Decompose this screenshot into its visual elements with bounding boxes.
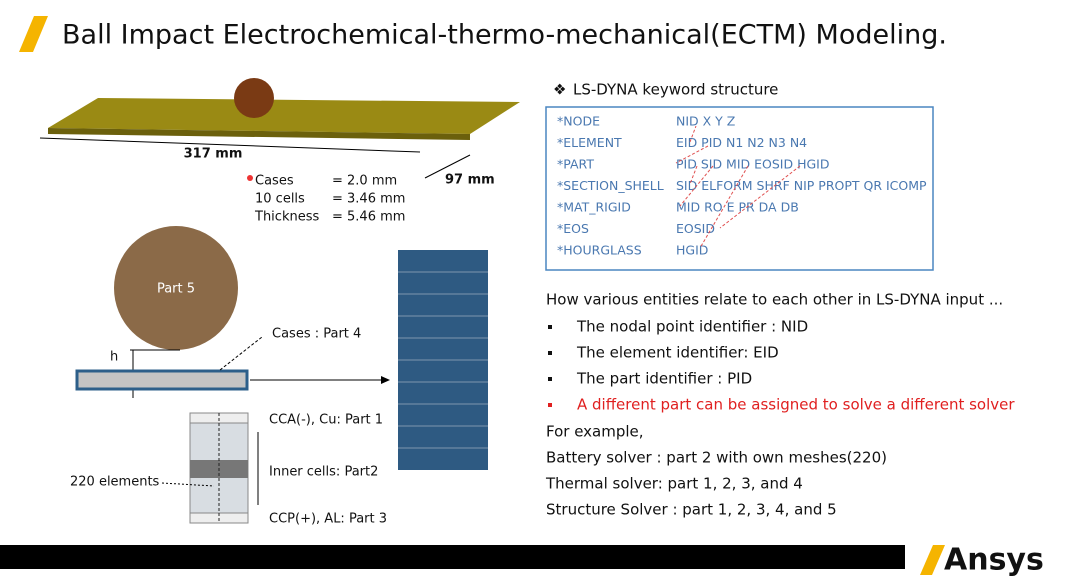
keyword: *SECTION_SHELL (557, 178, 664, 193)
bullet-text: The part identifier : PID (576, 370, 752, 388)
logo-accent (920, 545, 945, 575)
part-label: Inner cells: Part2 (269, 465, 378, 480)
part-label: CCP(+), AL: Part 3 (269, 512, 387, 527)
footer-bar (0, 545, 905, 569)
bullet-text: The nodal point identifier : NID (576, 318, 808, 336)
keyword: *NODE (557, 114, 600, 129)
keyword: *HOURGLASS (557, 243, 642, 258)
ball (234, 78, 274, 118)
mesh-lines (398, 271, 488, 449)
example-text: Battery solver : part 2 with own meshes(… (546, 449, 887, 467)
bullet-text: The element identifier: EID (576, 344, 779, 362)
elements-label: 220 elements (70, 475, 160, 490)
keyword-fields: MID RO E PR DA DB (676, 200, 799, 215)
keyword-fields: EID PID N1 N2 N3 N4 (676, 135, 807, 150)
keyword-fields: HGID (676, 243, 708, 258)
bullet (548, 377, 552, 381)
bullet-text: A different part can be assigned to solv… (577, 396, 1015, 414)
example-text: For example, (546, 423, 644, 441)
arrow-head (381, 376, 390, 384)
example-text: Thermal solver: part 1, 2, 3, and 4 (545, 475, 803, 493)
dim-value: = 5.46 mm (332, 210, 405, 225)
gap-label: h (110, 350, 118, 365)
dim-line (424, 154, 471, 179)
dim-line (39, 137, 421, 153)
keyword-fields: PID SID MID EOSID HGID (676, 157, 829, 172)
example-list: For example, Battery solver : part 2 with… (545, 423, 887, 519)
keyword-fields: EOSID (676, 221, 715, 236)
keyword-fields: SID ELFORM SHRF NIP PROPT QR ICOMP (676, 178, 927, 193)
bullet (548, 403, 552, 407)
dim-name: Thickness (254, 210, 319, 225)
dim-name: Cases (255, 174, 294, 189)
dim-value: = 2.0 mm (332, 174, 397, 189)
title-accent (19, 16, 48, 52)
keyword: *PART (557, 157, 594, 172)
bullet (548, 351, 552, 355)
bullet-list: The nodal point identifier : NID The elem… (548, 318, 1015, 414)
title: Ball Impact Electrochemical-thermo-mecha… (62, 20, 947, 51)
keyword-heading: LS-DYNA keyword structure (573, 81, 778, 99)
part-label: CCA(-), Cu: Part 1 (269, 413, 383, 428)
keyword-box (545, 106, 934, 271)
ball-label: Part 5 (157, 282, 195, 297)
bullet (548, 325, 552, 329)
width-label: 97 mm (445, 173, 495, 188)
relation-arrows (675, 125, 801, 249)
plate-top (48, 98, 520, 134)
keyword: *EOS (557, 221, 589, 236)
keyword: *MAT_RIGID (557, 200, 631, 215)
keyword-fields: NID X Y Z (676, 114, 735, 129)
diamond: ❖ (553, 81, 566, 99)
pointer-dot (247, 175, 253, 181)
relations-heading: How various entities relate to each othe… (546, 291, 1003, 309)
example-text: Structure Solver : part 1, 2, 3, 4, and … (546, 501, 837, 519)
dim-value: = 3.46 mm (332, 192, 405, 207)
leader (219, 336, 263, 371)
logo: Ansys (944, 543, 1044, 578)
length-label: 317 mm (184, 147, 243, 162)
keyword: *ELEMENT (557, 135, 622, 150)
keyword-rows: *NODE NID X Y Z *ELEMENT EID PID N1 N2 N3 N… (557, 114, 927, 258)
cases-label: Cases : Part 4 (272, 327, 361, 342)
strip (75, 369, 249, 391)
plate-edge (48, 128, 470, 140)
ball-section (114, 226, 238, 350)
leader (161, 482, 215, 487)
dim-name: 10 cells (255, 192, 305, 207)
